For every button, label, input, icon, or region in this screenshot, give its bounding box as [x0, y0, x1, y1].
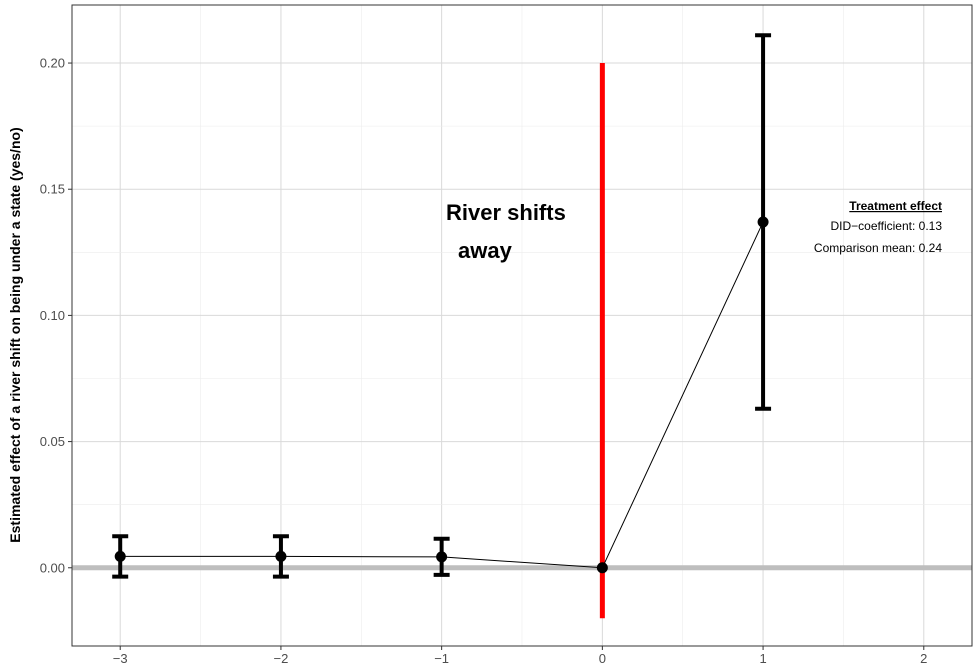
panel-border	[71, 4, 973, 647]
data-point	[114, 550, 126, 562]
data-point	[596, 562, 608, 574]
comparison-mean-text: Comparison mean: 0.24	[814, 241, 942, 255]
event-label-line2: away	[458, 238, 513, 263]
y-tick-label: 0.20	[40, 56, 65, 71]
data-point	[757, 216, 769, 228]
x-tick-label: −2	[274, 651, 289, 666]
x-tick-label: 1	[759, 651, 766, 666]
reference-lines	[72, 63, 972, 619]
x-tick-label: 2	[920, 651, 927, 666]
y-axis-ticks: 0.00 0.05 0.10 0.15 0.20	[40, 56, 72, 575]
x-axis-ticks: −3 −2 −1 0 1 2	[113, 646, 927, 666]
treatment-effect-title: Treatment effect	[849, 199, 942, 213]
did-coefficient-text: DID−coefficient: 0.13	[830, 219, 942, 233]
event-label-line1: River shifts	[446, 200, 566, 225]
x-tick-label: −3	[113, 651, 128, 666]
y-tick-label: 0.05	[40, 434, 65, 449]
y-tick-label: 0.15	[40, 182, 65, 197]
y-tick-label: 0.00	[40, 560, 65, 575]
grid	[72, 5, 972, 646]
data-point	[275, 550, 287, 562]
data-series	[112, 33, 772, 579]
x-tick-label: 0	[599, 651, 606, 666]
data-point	[436, 551, 448, 563]
y-tick-label: 0.10	[40, 308, 65, 323]
x-tick-label: −1	[434, 651, 449, 666]
y-axis-label: Estimated effect of a river shift on bei…	[7, 127, 23, 542]
